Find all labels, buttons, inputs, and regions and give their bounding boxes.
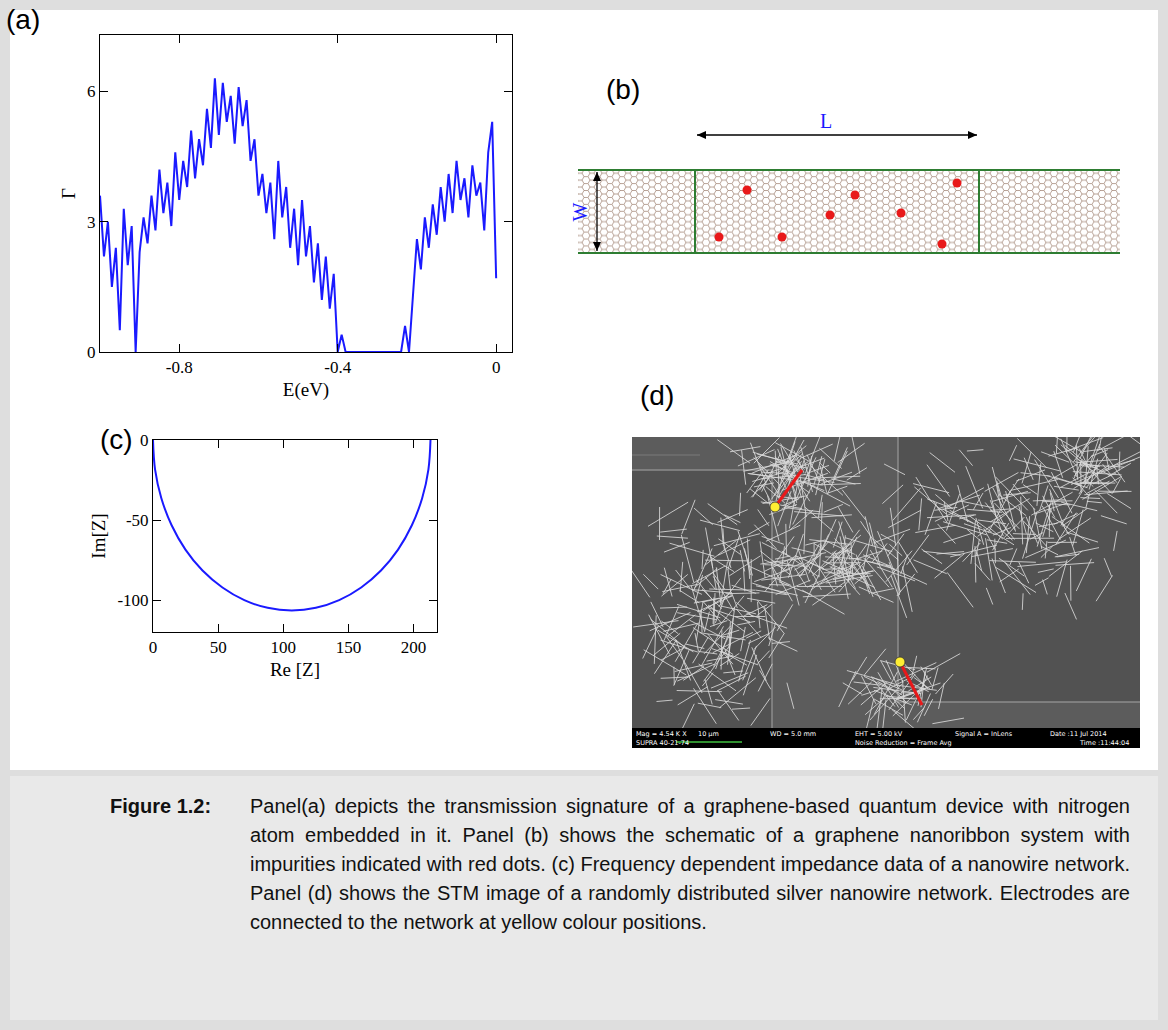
svg-text:200: 200 [401, 638, 427, 657]
svg-text:-100: -100 [117, 591, 148, 610]
html-text:(b): (b) [606, 74, 641, 105]
html-text:Panel(a) depicts the transmiss: Panel(a) depicts the transmission signat… [250, 795, 1130, 933]
svg-text:-50: -50 [126, 511, 149, 530]
svg-text:150: 150 [336, 638, 362, 657]
html-text:(c): (c) [100, 424, 133, 455]
svg-text:100: 100 [271, 638, 297, 657]
svg-text:-0.8: -0.8 [166, 358, 193, 377]
svg-text:EHT = 5.00 kV: EHT = 5.00 kV [855, 730, 903, 738]
svg-text:Mag = 4.54 K X: Mag = 4.54 K X [636, 730, 687, 738]
svg-text:Time :11:44:04: Time :11:44:04 [1079, 739, 1129, 747]
svg-text:L: L [820, 110, 832, 132]
svg-text:Noise Reduction = Frame Avg: Noise Reduction = Frame Avg [855, 739, 952, 747]
html-text:(a): (a) [6, 4, 41, 35]
svg-text:Re [Z]: Re [Z] [270, 659, 320, 680]
svg-text:50: 50 [210, 638, 227, 657]
svg-text:Γ: Γ [58, 188, 79, 199]
svg-text:WD = 5.0 mm: WD = 5.0 mm [770, 730, 816, 738]
svg-text:0: 0 [87, 343, 96, 362]
svg-text:Im[Z]: Im[Z] [88, 513, 109, 558]
html-text:(d): (d) [640, 380, 675, 411]
svg-text:3: 3 [87, 213, 96, 232]
svg-text:0: 0 [149, 638, 158, 657]
svg-text:10 µm: 10 µm [698, 730, 719, 738]
html-text:Figure 1.2:: Figure 1.2: [110, 795, 212, 817]
svg-text:SUPRA 40-21-74: SUPRA 40-21-74 [636, 739, 689, 747]
svg-text:Date :11 Jul 2014: Date :11 Jul 2014 [1050, 730, 1107, 738]
svg-text:W: W [569, 202, 591, 221]
svg-text:E(eV): E(eV) [283, 379, 329, 401]
svg-text:Signal A = InLens: Signal A = InLens [955, 730, 1013, 738]
svg-text:6: 6 [87, 82, 96, 101]
svg-text:-0.4: -0.4 [324, 358, 351, 377]
svg-text:0: 0 [492, 358, 501, 377]
svg-text:0: 0 [140, 431, 149, 450]
